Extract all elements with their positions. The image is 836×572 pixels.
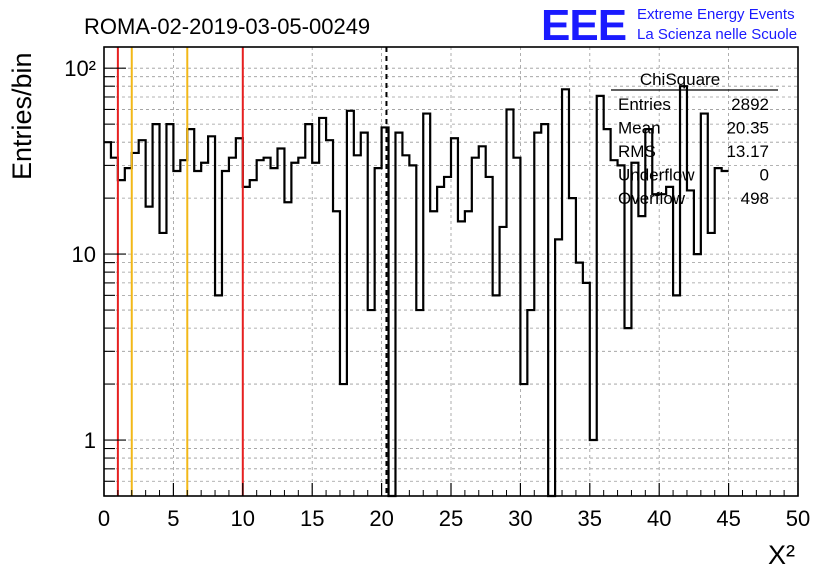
x-tick-label: 5: [167, 506, 179, 531]
x-tick-labels: 0 5 10 15 20 25 30 35 40 45 50: [98, 506, 810, 531]
stats-value-underflow: 0: [760, 166, 769, 185]
x-tick-label: 25: [439, 506, 463, 531]
y-axis-label: Entries/bin: [7, 52, 37, 180]
threshold-lines: [116, 47, 388, 496]
stats-label-mean: Mean: [618, 119, 661, 138]
y-tick-labels: 1 10 10²: [64, 56, 96, 453]
stats-label-rms: RMS: [618, 142, 656, 161]
x-tick-label: 0: [98, 506, 110, 531]
stats-value-overflow: 498: [741, 189, 769, 208]
stats-value-rms: 13.17: [726, 142, 769, 161]
x-tick-label: 20: [369, 506, 393, 531]
x-axis-label: X²: [768, 540, 795, 570]
brand-line-1: Extreme Energy Events: [637, 6, 795, 23]
y-tick-label: 10²: [64, 56, 96, 81]
stats-value-mean: 20.35: [726, 119, 769, 138]
stats-title: ChiSquare: [640, 70, 720, 89]
x-tick-label: 50: [786, 506, 810, 531]
x-tick-label: 40: [647, 506, 671, 531]
stats-label-underflow: Underflow: [618, 166, 695, 185]
histogram-series: [104, 85, 729, 498]
stats-label-entries: Entries: [618, 95, 671, 114]
x-tick-label: 35: [578, 506, 602, 531]
grid: [104, 47, 798, 497]
stats-value-entries: 2892: [731, 95, 769, 114]
stats-label-overflow: Overflow: [618, 189, 686, 208]
histogram-step-line: [104, 85, 729, 498]
stats-box: ChiSquare Entries 2892 Mean 20.35 RMS 13.17 Un…: [611, 70, 778, 208]
axis-ticks: [103, 67, 799, 497]
y-tick-label: 10: [72, 242, 96, 267]
x-tick-label: 30: [508, 506, 532, 531]
y-tick-label: 1: [84, 428, 96, 453]
x-tick-label: 10: [231, 506, 255, 531]
x-tick-label: 45: [716, 506, 740, 531]
brand-line-2: La Scienza nelle Scuole: [637, 26, 797, 43]
x-tick-label: 15: [300, 506, 324, 531]
eee-logo: EEE: [541, 1, 626, 50]
run-title: ROMA-02-2019-03-05-00249: [84, 14, 370, 39]
